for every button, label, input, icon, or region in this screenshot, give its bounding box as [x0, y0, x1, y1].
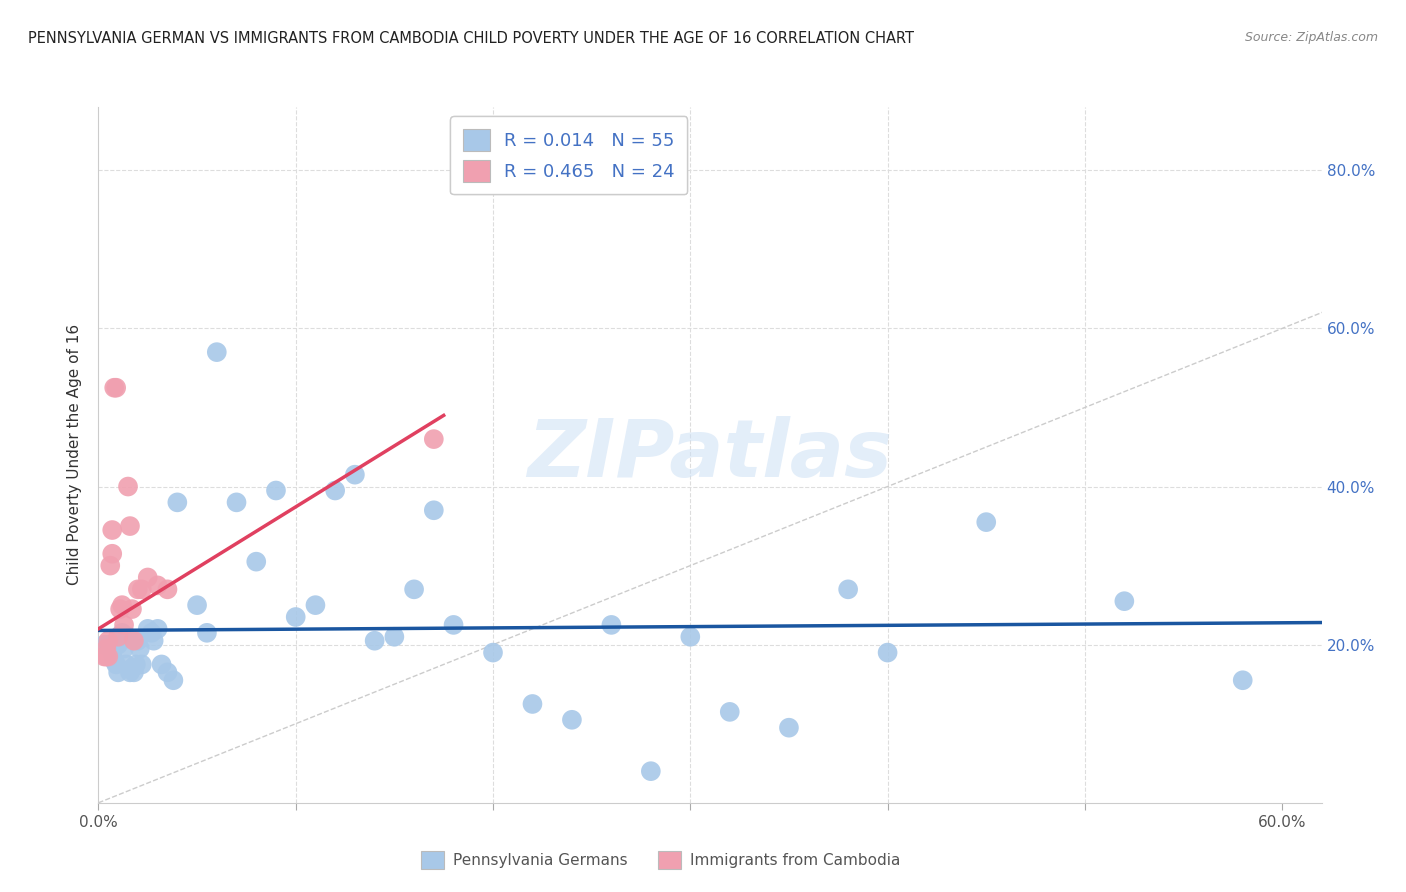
Point [284, 610, 307, 624]
Point [679, 630, 702, 644]
Point [363, 633, 385, 648]
Point [162, 673, 184, 688]
Point [382, 630, 405, 644]
Point [121, 661, 143, 675]
Point [304, 598, 326, 612]
Text: PENNSYLVANIA GERMAN VS IMMIGRANTS FROM CAMBODIA CHILD POVERTY UNDER THE AGE OF 1: PENNSYLVANIA GERMAN VS IMMIGRANTS FROM C… [28, 31, 914, 46]
Point [117, 479, 139, 493]
Point [96, 641, 118, 656]
Point [522, 697, 544, 711]
Point [93, 649, 115, 664]
Point [101, 646, 124, 660]
Point [423, 503, 446, 517]
Point [136, 622, 159, 636]
Point [600, 618, 623, 632]
Point [482, 646, 505, 660]
Point [166, 495, 188, 509]
Point [98, 641, 121, 656]
Point [107, 638, 129, 652]
Point [156, 582, 179, 597]
Point [103, 381, 125, 395]
Point [205, 345, 228, 359]
Point [146, 622, 169, 636]
Point [122, 665, 145, 680]
Legend: Pennsylvania Germans, Immigrants from Cambodia: Pennsylvania Germans, Immigrants from Ca… [415, 845, 907, 875]
Y-axis label: Child Poverty Under the Age of 16: Child Poverty Under the Age of 16 [67, 325, 83, 585]
Point [156, 665, 179, 680]
Point [117, 630, 139, 644]
Point [718, 705, 741, 719]
Point [1232, 673, 1254, 688]
Point [323, 483, 346, 498]
Point [150, 657, 173, 672]
Point [108, 602, 131, 616]
Point [125, 657, 148, 672]
Point [837, 582, 859, 597]
Point [111, 625, 134, 640]
Point [97, 649, 120, 664]
Point [128, 641, 150, 656]
Text: ZIPatlas: ZIPatlas [527, 416, 893, 494]
Point [127, 582, 149, 597]
Point [115, 657, 138, 672]
Point [131, 657, 153, 672]
Point [225, 495, 247, 509]
Point [112, 618, 135, 632]
Point [142, 633, 165, 648]
Point [131, 582, 153, 597]
Point [97, 633, 120, 648]
Point [1114, 594, 1136, 608]
Text: Source: ZipAtlas.com: Source: ZipAtlas.com [1244, 31, 1378, 45]
Point [136, 570, 159, 584]
Point [103, 653, 125, 667]
Point [443, 618, 465, 632]
Point [141, 625, 163, 640]
Point [107, 665, 129, 680]
Point [105, 657, 128, 672]
Point [974, 515, 997, 529]
Point [111, 598, 134, 612]
Point [105, 381, 128, 395]
Point [876, 646, 898, 660]
Point [186, 598, 208, 612]
Point [404, 582, 426, 597]
Point [146, 578, 169, 592]
Point [121, 602, 143, 616]
Point [96, 649, 118, 664]
Point [343, 467, 366, 482]
Point [118, 519, 141, 533]
Point [561, 713, 583, 727]
Point [118, 665, 141, 680]
Point [640, 764, 662, 779]
Point [98, 558, 121, 573]
Point [245, 555, 267, 569]
Point [423, 432, 446, 446]
Point [112, 641, 135, 656]
Point [93, 638, 115, 652]
Point [264, 483, 287, 498]
Point [127, 633, 149, 648]
Point [778, 721, 800, 735]
Point [101, 523, 124, 537]
Point [101, 547, 124, 561]
Point [122, 633, 145, 648]
Point [97, 638, 120, 652]
Point [107, 630, 129, 644]
Point [195, 625, 218, 640]
Legend: R = 0.014   N = 55, R = 0.465   N = 24: R = 0.014 N = 55, R = 0.465 N = 24 [450, 116, 688, 194]
